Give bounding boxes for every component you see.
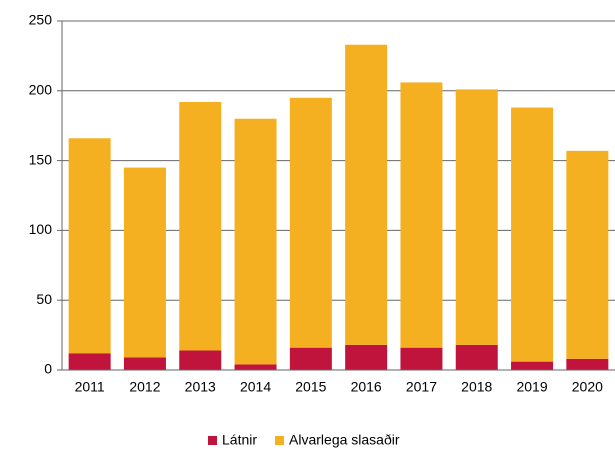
bar-segment — [400, 347, 443, 370]
bar-segment — [68, 138, 111, 354]
legend-label: Látnir — [222, 432, 257, 448]
bar-segment — [345, 344, 388, 370]
y-tick-label: 50 — [36, 291, 52, 307]
bar-segment — [123, 167, 166, 358]
bar-segment — [289, 97, 332, 348]
bar-segment — [179, 101, 222, 351]
x-tick-label: 2019 — [516, 379, 547, 395]
x-tick-label: 2017 — [406, 379, 437, 395]
y-tick-label: 150 — [29, 151, 53, 167]
x-tick-label: 2013 — [185, 379, 216, 395]
x-tick-label: 2012 — [129, 379, 160, 395]
bar-segment — [400, 82, 443, 348]
bar-segment — [123, 357, 166, 370]
x-tick-label: 2014 — [240, 379, 271, 395]
y-tick-label: 250 — [29, 12, 53, 28]
legend-swatch — [208, 436, 217, 445]
bar-segment — [179, 350, 222, 370]
bar-segment — [566, 150, 609, 359]
bar-segment — [511, 361, 554, 370]
bar-segment — [68, 353, 111, 370]
x-tick-label: 2015 — [295, 379, 326, 395]
bar-segment — [455, 344, 498, 370]
legend-label: Alvarlega slasaðir — [289, 432, 400, 448]
bar-segment — [345, 44, 388, 345]
y-tick-label: 0 — [44, 361, 52, 377]
bar-segment — [511, 107, 554, 362]
bar-segment — [234, 364, 277, 370]
y-tick-label: 100 — [29, 221, 53, 237]
x-tick-label: 2016 — [351, 379, 382, 395]
legend-swatch — [275, 436, 285, 445]
x-tick-label: 2011 — [75, 379, 105, 395]
bar-segment — [455, 89, 498, 345]
x-tick-label: 2018 — [461, 379, 492, 395]
x-tick-label: 2020 — [572, 379, 603, 395]
bar-segment — [566, 358, 609, 370]
bar-segment — [289, 347, 332, 370]
bar-segment — [234, 118, 277, 365]
y-tick-label: 200 — [29, 82, 53, 98]
